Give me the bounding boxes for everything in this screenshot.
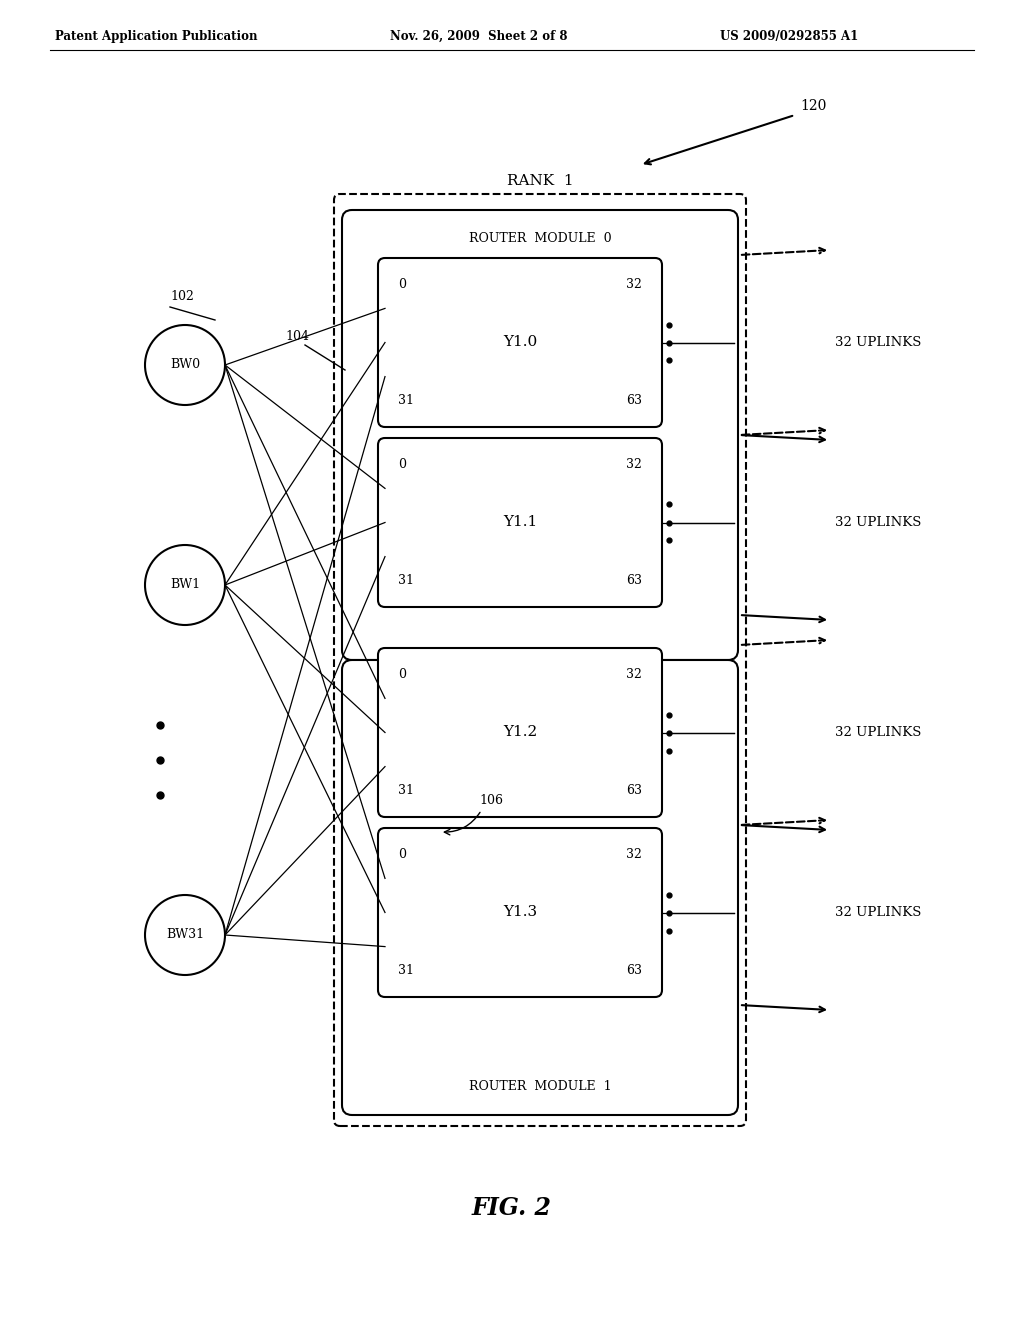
Text: 32: 32 bbox=[626, 279, 642, 290]
FancyBboxPatch shape bbox=[342, 660, 738, 1115]
Text: Y1.1: Y1.1 bbox=[503, 516, 538, 529]
Text: Nov. 26, 2009  Sheet 2 of 8: Nov. 26, 2009 Sheet 2 of 8 bbox=[390, 30, 567, 44]
Text: 104: 104 bbox=[285, 330, 309, 343]
FancyBboxPatch shape bbox=[378, 828, 662, 997]
Text: FIG. 2: FIG. 2 bbox=[472, 1196, 552, 1220]
Text: 0: 0 bbox=[398, 847, 406, 861]
Text: 31: 31 bbox=[398, 784, 414, 797]
Text: 32 UPLINKS: 32 UPLINKS bbox=[835, 726, 922, 739]
Text: BW0: BW0 bbox=[170, 359, 200, 371]
Text: Y1.3: Y1.3 bbox=[503, 906, 537, 920]
Text: US 2009/0292855 A1: US 2009/0292855 A1 bbox=[720, 30, 858, 44]
FancyBboxPatch shape bbox=[378, 257, 662, 426]
Text: 32 UPLINKS: 32 UPLINKS bbox=[835, 337, 922, 348]
Text: 0: 0 bbox=[398, 458, 406, 471]
Circle shape bbox=[145, 545, 225, 624]
Text: Y1.2: Y1.2 bbox=[503, 726, 538, 739]
FancyBboxPatch shape bbox=[378, 438, 662, 607]
Text: Y1.0: Y1.0 bbox=[503, 335, 538, 350]
Text: 0: 0 bbox=[398, 668, 406, 681]
Text: 32 UPLINKS: 32 UPLINKS bbox=[835, 906, 922, 919]
Text: RANK  1: RANK 1 bbox=[507, 174, 573, 187]
Text: BW1: BW1 bbox=[170, 578, 200, 591]
Text: 32: 32 bbox=[626, 458, 642, 471]
Text: ROUTER  MODULE  0: ROUTER MODULE 0 bbox=[469, 232, 611, 246]
Text: Patent Application Publication: Patent Application Publication bbox=[55, 30, 257, 44]
Text: 0: 0 bbox=[398, 279, 406, 290]
Text: 31: 31 bbox=[398, 574, 414, 587]
FancyBboxPatch shape bbox=[334, 194, 746, 1126]
Text: ROUTER  MODULE  1: ROUTER MODULE 1 bbox=[469, 1080, 611, 1093]
Text: 63: 63 bbox=[626, 393, 642, 407]
Text: 31: 31 bbox=[398, 964, 414, 977]
Text: BW31: BW31 bbox=[166, 928, 204, 941]
Text: 31: 31 bbox=[398, 393, 414, 407]
Circle shape bbox=[145, 895, 225, 975]
Text: 63: 63 bbox=[626, 964, 642, 977]
FancyBboxPatch shape bbox=[342, 210, 738, 660]
FancyBboxPatch shape bbox=[378, 648, 662, 817]
Text: 63: 63 bbox=[626, 574, 642, 587]
Text: 63: 63 bbox=[626, 784, 642, 797]
Text: 106: 106 bbox=[479, 795, 504, 807]
Text: 102: 102 bbox=[170, 290, 194, 304]
Text: 32 UPLINKS: 32 UPLINKS bbox=[835, 516, 922, 529]
Text: 32: 32 bbox=[626, 668, 642, 681]
Text: 120: 120 bbox=[800, 99, 826, 114]
Text: 32: 32 bbox=[626, 847, 642, 861]
Circle shape bbox=[145, 325, 225, 405]
